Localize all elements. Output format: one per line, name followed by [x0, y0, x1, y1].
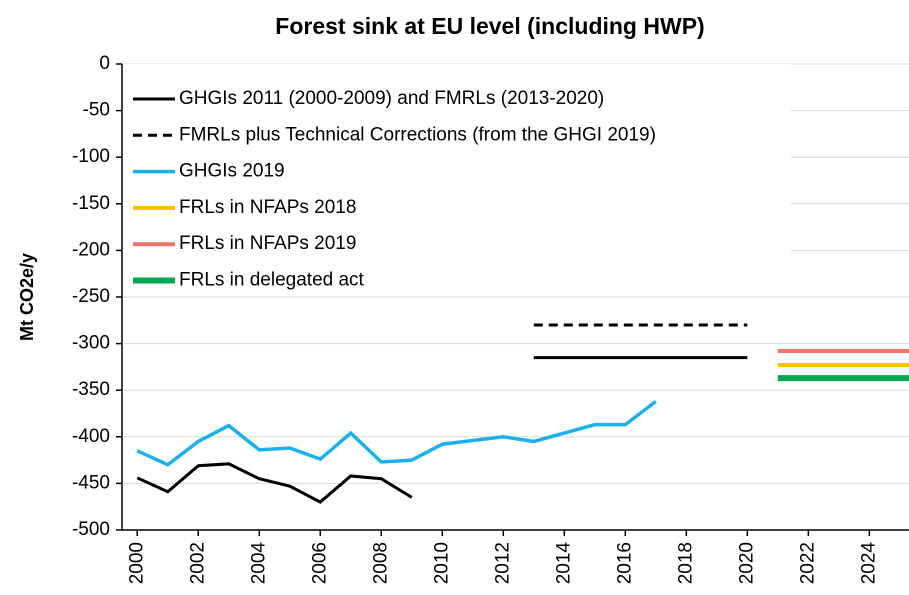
y-tick-label: -200	[72, 239, 110, 260]
y-tick-label: -100	[72, 146, 110, 167]
x-tick-label: 2008	[370, 542, 391, 584]
x-tick-label: 2002	[187, 542, 208, 584]
x-tick-label: 2018	[675, 542, 696, 584]
y-tick-label: -150	[72, 193, 110, 214]
x-tick-label: 2016	[614, 542, 635, 584]
x-tick-label: 2004	[248, 542, 269, 585]
x-tick-label: 2000	[126, 542, 147, 584]
y-tick-label: -400	[72, 426, 110, 447]
x-tick-label: 2020	[736, 542, 757, 584]
series-line	[136, 399, 657, 467]
series-line	[136, 356, 748, 504]
y-axis-label: Mt CO2e/y	[17, 253, 37, 341]
x-tick-label: 2014	[553, 542, 574, 585]
legend-label: FRLs in delegated act	[179, 270, 365, 291]
legend-label: GHGIs 2019	[179, 161, 285, 182]
legend-label: FMRLs plus Technical Corrections (from t…	[179, 124, 656, 145]
y-tick-label: -300	[72, 333, 110, 354]
x-tick-label: 2022	[797, 542, 818, 584]
x-tick-label: 2010	[431, 542, 452, 584]
chart-title: Forest sink at EU level (including HWP)	[275, 13, 704, 39]
x-tick-label: 2024	[858, 542, 879, 585]
y-tick-label: -350	[72, 379, 110, 400]
legend-box	[123, 64, 791, 296]
y-tick-label: -450	[72, 472, 110, 493]
y-tick-label: -50	[83, 100, 110, 121]
legend-label: FRLs in NFAPs 2018	[179, 197, 356, 218]
x-tick-label: 2006	[309, 542, 330, 584]
legend-label: FRLs in NFAPs 2019	[179, 233, 356, 254]
y-tick-label: -250	[72, 286, 110, 307]
y-tick-label: -500	[72, 519, 110, 540]
y-tick-label: 0	[99, 53, 110, 74]
x-tick-label: 2012	[492, 542, 513, 584]
legend-label: GHGIs 2011 (2000-2009) and FMRLs (2013-2…	[179, 88, 604, 109]
